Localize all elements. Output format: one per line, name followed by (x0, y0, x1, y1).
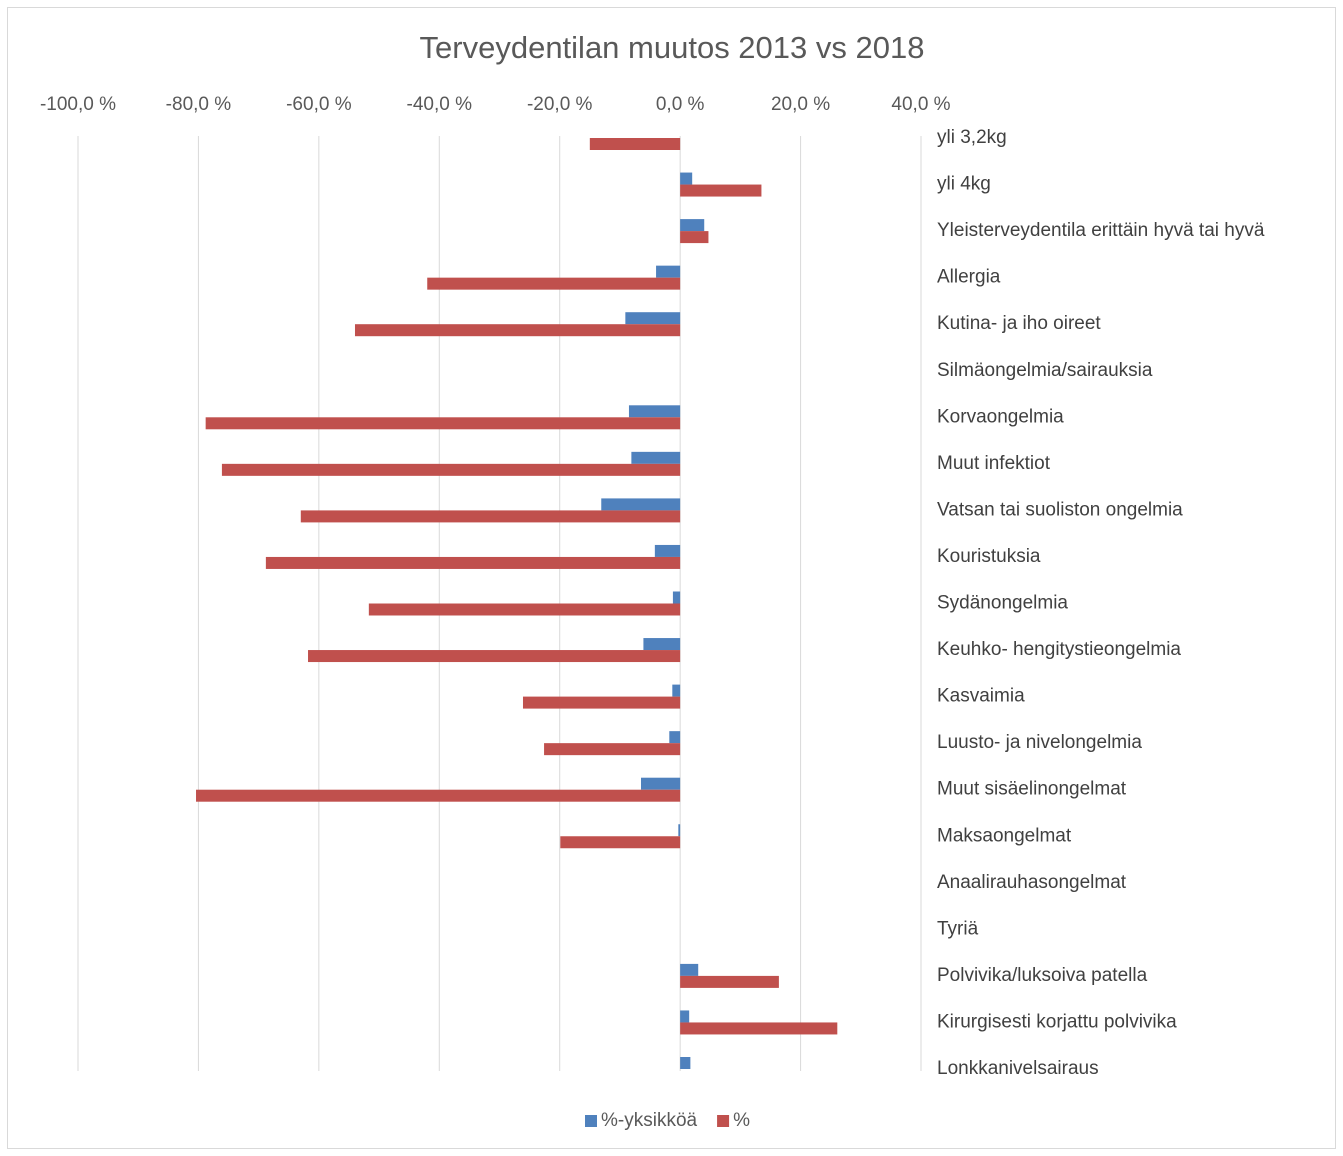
category-label: Keuhko- hengitystieongelmia (937, 639, 1181, 660)
category-label: yli 4kg (937, 174, 991, 195)
bar (654, 544, 681, 557)
category-label: Lonkkanivelsairaus (937, 1058, 1099, 1079)
bar (678, 824, 681, 837)
legend-swatch (717, 1115, 730, 1127)
category-label: Vatsan tai suoliston ongelmia (937, 499, 1183, 520)
category-label: Kasvaimia (937, 686, 1025, 707)
bar (628, 405, 681, 418)
bar (656, 265, 681, 278)
bar (560, 836, 681, 849)
category-label: Silmäongelmia/sairauksia (937, 360, 1153, 381)
legend-label: %-yksikköä (601, 1110, 698, 1131)
bar (368, 603, 681, 616)
x-tick-label: 40,0 % (891, 94, 950, 115)
category-label: Tyriä (937, 918, 979, 939)
bar (196, 789, 681, 802)
bar (680, 184, 762, 197)
category-label: Maksaongelmat (937, 825, 1072, 846)
bar (631, 451, 681, 464)
category-label: Kirurgisesti korjattu polvivika (937, 1011, 1177, 1032)
bar (680, 975, 779, 988)
chart-title: Terveydentilan muutos 2013 vs 2018 (420, 30, 925, 65)
category-label: Allergia (937, 267, 1001, 288)
bar (265, 556, 681, 569)
x-tick-label: -80,0 % (166, 94, 232, 115)
bar (672, 591, 681, 604)
category-label: Luusto- ja nivelongelmia (937, 732, 1142, 753)
bar (544, 743, 681, 756)
bar (643, 638, 681, 651)
bar (625, 312, 681, 325)
bar (669, 731, 681, 744)
category-label: Kutina- ja iho oireet (937, 313, 1101, 334)
bar (300, 510, 681, 523)
x-tick-label: 20,0 % (771, 94, 830, 115)
bar (221, 463, 681, 476)
bar (522, 696, 681, 709)
category-label: Muut sisäelinongelmat (937, 779, 1127, 800)
x-tick-label: 0,0 % (656, 94, 705, 115)
category-label: Kouristuksia (937, 546, 1041, 567)
bar (589, 138, 681, 150)
x-tick-label: -100,0 % (40, 94, 116, 115)
bar (680, 1022, 838, 1035)
bar (680, 219, 705, 232)
category-label: Korvaongelmia (937, 406, 1064, 427)
bar (205, 417, 681, 430)
bar (680, 172, 693, 185)
legend-label: % (733, 1110, 750, 1131)
x-tick-label: -60,0 % (286, 94, 352, 115)
bar (601, 498, 681, 511)
category-label: Anaalirauhasongelmat (937, 872, 1127, 893)
category-label: Muut infektiot (937, 453, 1051, 474)
x-tick-label: -40,0 % (407, 94, 473, 115)
bar (308, 650, 681, 663)
bar (680, 963, 699, 976)
bar (672, 684, 681, 697)
x-tick-label: -20,0 % (527, 94, 593, 115)
bar (354, 324, 681, 337)
bar (680, 1010, 690, 1023)
legend-swatch (585, 1115, 597, 1127)
bar (680, 1057, 691, 1069)
bar (427, 277, 681, 290)
bar (641, 777, 681, 790)
category-label: Yleisterveydentila erittäin hyvä tai hyv… (937, 220, 1265, 241)
category-label: Sydänongelmia (937, 593, 1068, 614)
category-label: yli 3,2kg (937, 127, 1007, 148)
chart-frame (7, 7, 1336, 1149)
bar (680, 231, 709, 244)
category-label: Polvivika/luksoiva patella (937, 965, 1148, 986)
